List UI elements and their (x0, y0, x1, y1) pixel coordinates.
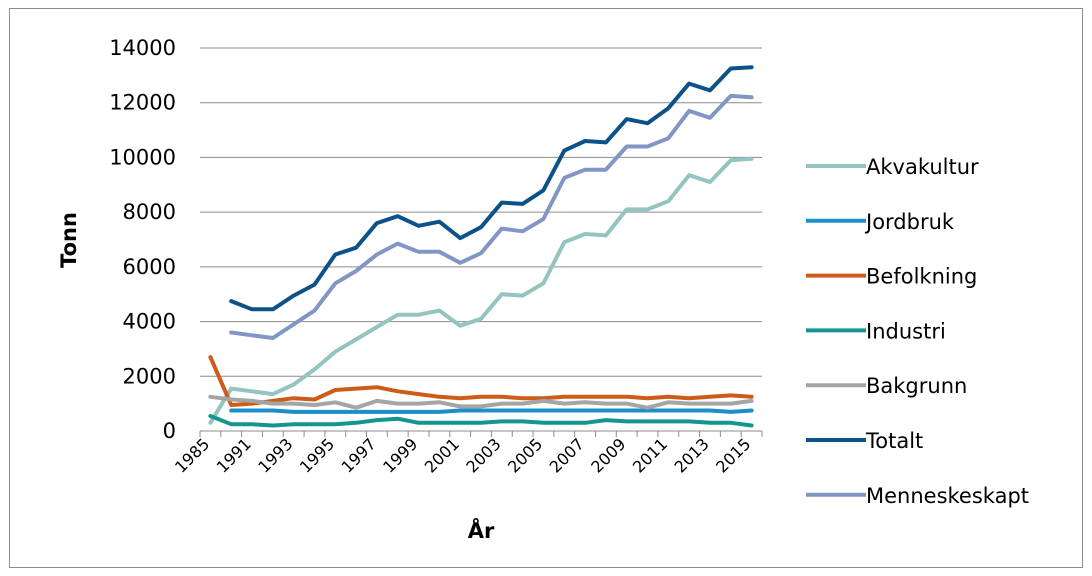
gridlines (199, 47, 763, 437)
legend: Akvakultur Jordbruk Befolkning Industri Bakg… (806, 155, 1029, 508)
x-tick-label: 2015 (712, 434, 754, 476)
y-axis-title: Tonn (57, 212, 81, 268)
x-tick-label: 1999 (379, 434, 421, 476)
series-line-befolkning (208, 355, 754, 407)
y-tick-label: 4000 (123, 310, 176, 334)
y-tick-label: 14000 (109, 36, 176, 60)
x-tick-label: 1997 (338, 434, 380, 476)
legend-label: Akvakultur (866, 155, 979, 179)
legend-label: Menneskeskapt (866, 484, 1029, 508)
legend-label: Bakgrunn (866, 374, 967, 398)
x-tick-label: 2007 (546, 434, 588, 476)
series-line-totalt (229, 65, 754, 312)
y-tick-labels: 0 2000 4000 6000 8000 10000 12000 14000 (109, 36, 176, 443)
x-tick-label: 2011 (629, 434, 671, 476)
x-tick-label: 2013 (671, 434, 713, 476)
x-tick-label: 2001 (421, 434, 463, 476)
x-tick-label: 1991 (213, 434, 255, 476)
series-line-jordbruk (229, 408, 754, 414)
legend-label: Industri (866, 319, 946, 343)
y-tick-label: 6000 (123, 255, 176, 279)
legend-label: Totalt (865, 429, 923, 453)
series-line-menneskeskapt (229, 93, 754, 340)
series-line-industri (208, 414, 754, 428)
x-tick-label: 2005 (504, 434, 546, 476)
series-lines (208, 65, 754, 428)
y-tick-label: 0 (163, 419, 176, 443)
x-tick-label: 2009 (587, 434, 629, 476)
series-line-bakgrunn (208, 394, 754, 410)
x-axis-title: År (468, 518, 495, 543)
x-tick-label: 2003 (462, 434, 504, 476)
x-tick-labels: 1985 1991 1993 1995 1997 1999 2001 2003 2005 2007… (171, 434, 754, 476)
y-tick-label: 12000 (109, 91, 176, 115)
legend-label: Jordbruk (864, 210, 955, 234)
y-tick-label: 8000 (123, 200, 176, 224)
series-line-akvakultur (208, 156, 754, 425)
x-tick-label: 1985 (171, 434, 213, 476)
x-tick-label: 1995 (296, 434, 338, 476)
y-tick-label: 10000 (109, 145, 176, 169)
chart-frame (9, 8, 1083, 568)
y-tick-label: 2000 (123, 364, 176, 388)
x-tick-label: 1993 (254, 434, 296, 476)
legend-label: Befolkning (866, 265, 977, 289)
